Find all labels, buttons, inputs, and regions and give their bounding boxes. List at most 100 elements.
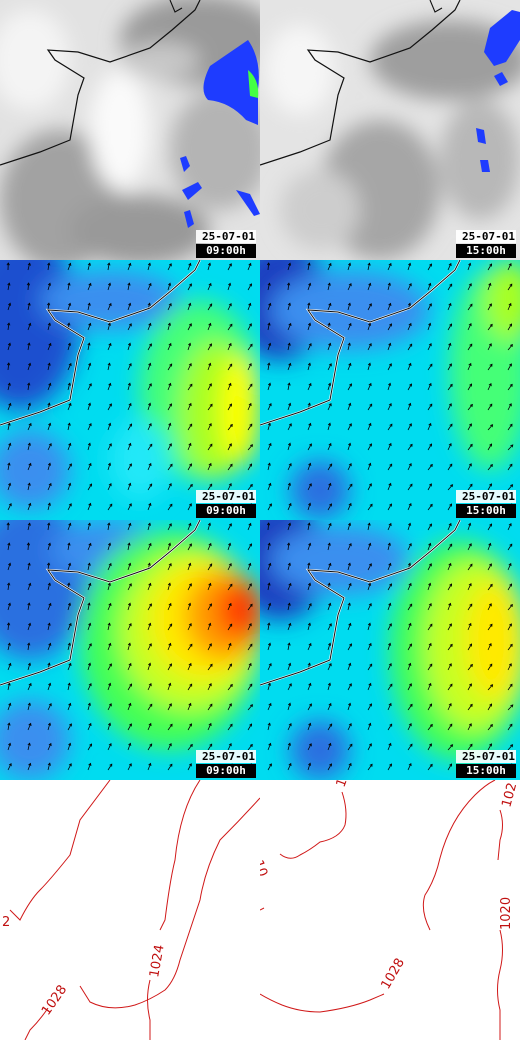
- wind-arrow-head: [489, 263, 492, 267]
- wind-arrow: [467, 303, 473, 311]
- wind-arrow: [247, 623, 252, 631]
- wind-arrow-head: [108, 342, 112, 347]
- wind-arrow-head: [249, 723, 252, 727]
- wind-arrow-head: [267, 282, 271, 286]
- time-label: 15:00h: [456, 244, 516, 258]
- wind-arrow-head: [149, 743, 153, 747]
- wind-arrow: [267, 743, 271, 751]
- wind-arrow-head: [368, 282, 372, 286]
- wind-arrow-head: [448, 262, 452, 267]
- wind-arrow-head: [209, 403, 213, 407]
- wind-arrow: [267, 343, 271, 351]
- wind-arrow-head: [429, 743, 432, 747]
- wind-arrow: [467, 444, 473, 451]
- wind-arrow: [127, 443, 131, 451]
- wind-arrow-head: [267, 362, 271, 366]
- wind-arrow-head: [88, 362, 92, 366]
- isobar-map-svg: 101 10 1028 1020 102: [260, 780, 520, 1040]
- wind-arrow-head: [248, 362, 252, 367]
- wind-arrow: [487, 523, 492, 531]
- wind-arrow: [307, 323, 311, 331]
- wind-arrow: [67, 703, 71, 711]
- wind-arrow-head: [68, 662, 72, 667]
- wind-arrow: [407, 383, 412, 391]
- wind-arrow: [27, 343, 30, 351]
- wind-arrow-head: [267, 462, 271, 466]
- wind-arrow-head: [168, 382, 172, 387]
- wind-arrow-head: [388, 482, 392, 487]
- wind-arrow-head: [89, 483, 92, 487]
- wind-arrow-head: [307, 402, 311, 406]
- wind-arrow-head: [369, 703, 372, 707]
- wind-arrow: [207, 543, 212, 551]
- wind-arrow: [187, 283, 192, 291]
- wind-arrow: [227, 743, 232, 751]
- wind-arrow: [127, 343, 131, 351]
- wind-arrow-head: [348, 262, 352, 266]
- wind-arrow-head: [287, 382, 291, 386]
- wind-arrow: [167, 523, 172, 531]
- wind-arrow-head: [108, 443, 112, 447]
- wind-arrow-head: [488, 542, 492, 546]
- wind-arrow-head: [287, 742, 291, 746]
- wind-arrow: [407, 343, 413, 351]
- wind-arrow-head: [46, 302, 51, 306]
- date-label: 25-07-01: [456, 750, 516, 763]
- wind-arrow: [107, 583, 111, 591]
- wind-arrow-head: [308, 743, 312, 747]
- wind-arrow: [247, 263, 252, 271]
- wind-arrow: [47, 683, 51, 691]
- wind-arrow: [147, 423, 152, 431]
- wind-arrow-head: [428, 342, 432, 347]
- wind-arrow-head: [148, 683, 152, 687]
- wind-arrow-head: [68, 503, 72, 507]
- wind-arrow-head: [268, 442, 272, 447]
- time-label: 09:00h: [196, 764, 256, 778]
- wind-arrow: [67, 283, 70, 291]
- wind-arrow: [407, 704, 413, 711]
- wind-arrow: [87, 383, 92, 391]
- wind-arrow: [107, 523, 110, 531]
- wind-arrow: [27, 643, 30, 651]
- wind-arrow-head: [508, 262, 512, 267]
- wind-arrow-head: [249, 603, 253, 607]
- wind-arrow: [7, 423, 10, 431]
- wind-arrow: [27, 403, 31, 411]
- wind-arrow-head: [368, 722, 372, 726]
- wind-arrow: [267, 383, 271, 391]
- wind-arrow-head: [128, 522, 132, 526]
- wind-arrow-head: [168, 742, 172, 747]
- wind-arrow-head: [209, 483, 213, 487]
- wind-arrow-head: [169, 663, 172, 667]
- wind-arrow: [307, 383, 312, 391]
- wind-arrow: [247, 363, 252, 371]
- wind-arrow-head: [208, 362, 212, 366]
- wind-arrow: [7, 583, 10, 591]
- wind-arrow-head: [169, 403, 172, 407]
- wind-arrow-head: [27, 602, 31, 606]
- wind-arrow: [87, 743, 92, 751]
- wind-arrow: [127, 263, 131, 271]
- wind-arrow: [187, 543, 192, 551]
- wind-arrow: [507, 644, 513, 651]
- wind-arrow: [107, 703, 112, 711]
- wind-arrow: [127, 283, 130, 291]
- wind-arrow-head: [169, 763, 173, 767]
- wind-arrow: [367, 663, 373, 671]
- wind-arrow: [87, 503, 91, 511]
- time-label: 15:00h: [456, 504, 516, 518]
- wind-arrow: [347, 543, 352, 551]
- wind-arrow: [27, 623, 31, 631]
- wind-arrow-head: [128, 622, 132, 627]
- wind-arrow: [267, 623, 270, 631]
- wind-arrow: [427, 303, 432, 311]
- wind-arrow: [7, 503, 12, 511]
- wind-arrow-head: [148, 582, 152, 587]
- wind-arrow: [447, 523, 452, 531]
- wind-arrow: [327, 383, 331, 391]
- wind-arrow-head: [448, 562, 452, 567]
- wind-arrow: [507, 723, 513, 731]
- wind-arrow-head: [249, 543, 252, 547]
- wind-arrow-head: [368, 382, 372, 387]
- wind-arrow: [67, 663, 72, 671]
